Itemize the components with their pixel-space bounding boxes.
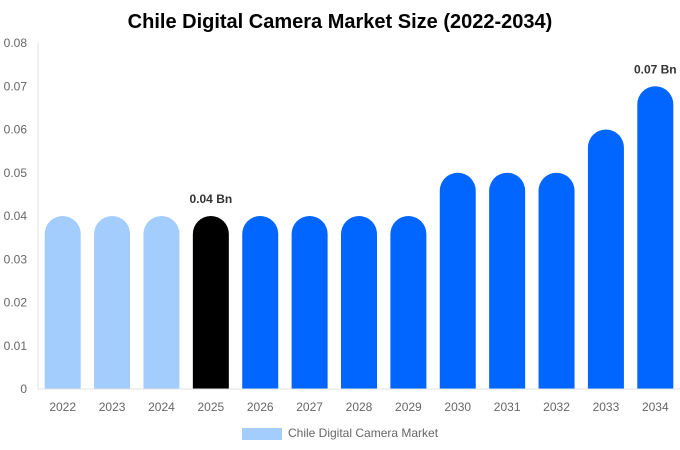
y-tick-label: 0.04 — [4, 209, 28, 223]
data-label-2025: 0.04 Bn — [190, 192, 233, 206]
y-tick-label: 0.06 — [4, 123, 28, 137]
x-tick-label: 2023 — [99, 400, 126, 414]
legend-label: Chile Digital Camera Market — [288, 426, 439, 440]
bar-2033[interactable] — [587, 129, 624, 390]
y-tick-label: 0 — [20, 382, 27, 396]
x-tick-label: 2026 — [247, 400, 274, 414]
bar-2027[interactable] — [291, 216, 328, 389]
x-tick-label: 2025 — [197, 400, 224, 414]
data-label-2034: 0.07 Bn — [634, 62, 677, 76]
bar-2026[interactable] — [242, 216, 279, 389]
bar-2024[interactable] — [143, 216, 180, 389]
chart-title: Chile Digital Camera Market Size (2022-2… — [128, 11, 553, 33]
bars — [44, 86, 674, 390]
legend[interactable]: Chile Digital Camera Market — [242, 426, 439, 440]
y-tick-label: 0.02 — [4, 296, 28, 310]
x-tick-label: 2033 — [593, 400, 620, 414]
bar-2031[interactable] — [489, 172, 526, 389]
x-axis: 2022 2023 2024 2025 2026 2027 2028 2029 2030 2031… — [38, 388, 680, 414]
x-tick-label: 2030 — [444, 400, 471, 414]
y-tick-label: 0.08 — [4, 36, 28, 50]
y-tick-label: 0.07 — [4, 79, 28, 93]
bar-2032[interactable] — [538, 172, 575, 389]
x-tick-label: 2032 — [543, 400, 570, 414]
bar-2028[interactable] — [341, 216, 377, 389]
y-tick-label: 0.03 — [4, 252, 28, 266]
legend-swatch — [242, 428, 282, 440]
x-tick-label: 2024 — [148, 400, 175, 414]
bar-2029[interactable] — [390, 216, 427, 389]
data-labels: 0.04 Bn 0.07 Bn — [190, 62, 677, 206]
x-tick-label: 2029 — [395, 400, 422, 414]
bar-2023[interactable] — [94, 216, 131, 389]
x-tick-label: 2022 — [49, 400, 76, 414]
y-axis: 0 0.01 0.02 0.03 0.04 0.05 0.06 0.07 0.08 — [4, 36, 39, 396]
x-tick-label: 2027 — [296, 400, 323, 414]
y-tick-label: 0.01 — [4, 339, 28, 353]
y-tick-label: 0.05 — [4, 166, 28, 180]
x-tick-label: 2034 — [642, 400, 669, 414]
bar-2025[interactable] — [192, 216, 229, 389]
bar-2022[interactable] — [44, 216, 81, 389]
x-tick-label: 2031 — [494, 400, 521, 414]
bar-2034[interactable] — [637, 86, 674, 389]
bar-2030[interactable] — [439, 172, 476, 389]
x-tick-label: 2028 — [346, 400, 373, 414]
